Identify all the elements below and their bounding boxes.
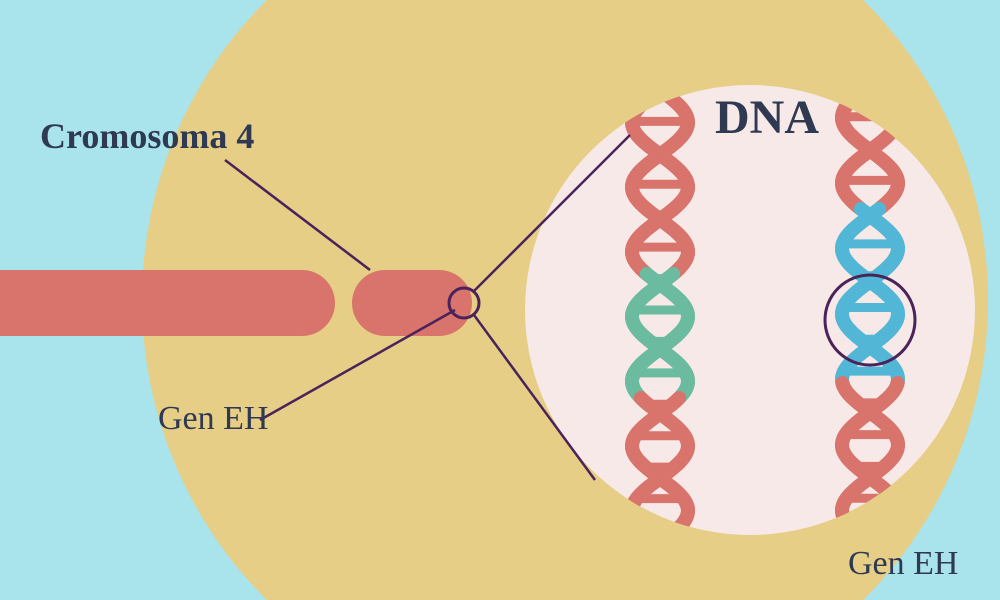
label-gene-left: Gen EH [158, 400, 268, 438]
diagram-svg [0, 0, 1000, 600]
label-dna: DNA [715, 90, 819, 145]
diagram-stage: Cromosoma 4 Gen EH DNA Gen EH [0, 0, 1000, 600]
label-chromosome: Cromosoma 4 [40, 115, 254, 157]
label-gene-right: Gen EH [848, 545, 958, 583]
